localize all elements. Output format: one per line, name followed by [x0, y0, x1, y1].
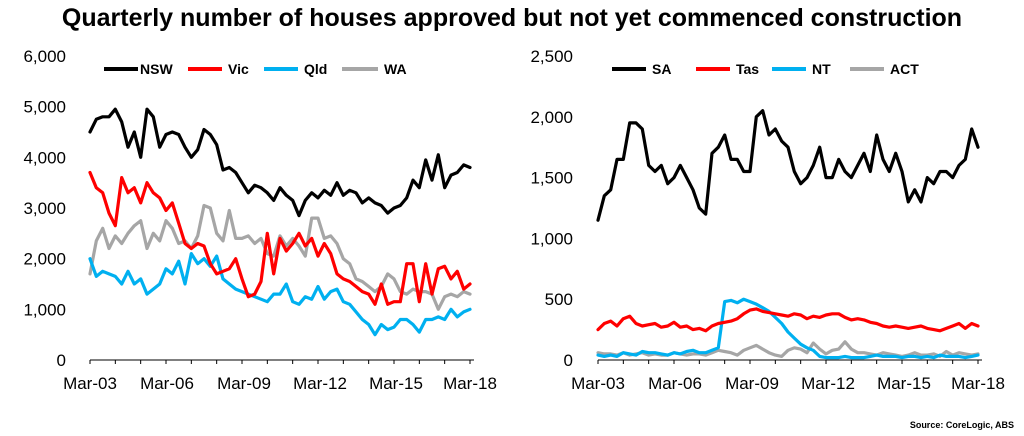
- x-tick-label: Mar-06: [140, 374, 194, 393]
- y-tick-label: 5,000: [23, 98, 66, 117]
- y-tick-label: 1,500: [530, 169, 573, 188]
- x-tick-label: Mar-12: [801, 374, 855, 393]
- x-tick-label: Mar-12: [293, 374, 347, 393]
- series-line-nsw: [88, 107, 472, 218]
- legend-label-sa: SA: [652, 61, 671, 77]
- y-tick-label: 0: [57, 351, 66, 370]
- series-line-vic: [88, 170, 472, 306]
- chart-title: Quarterly number of houses approved but …: [61, 4, 963, 32]
- x-tick-label: Mar-03: [571, 374, 625, 393]
- x-tick-label: Mar-15: [877, 374, 931, 393]
- y-tick-label: 2,000: [23, 250, 66, 269]
- chart-panel-left: 0 1,000 2,000 3,000 4,000 5,000 6,000 Mar-03 Mar…: [23, 47, 496, 393]
- y-tick-label: 1,000: [23, 300, 66, 319]
- x-tick-label: Mar-06: [648, 374, 702, 393]
- legend-label-tas: Tas: [736, 61, 759, 77]
- y-tick-label: 4,000: [23, 148, 66, 167]
- x-tick-label: Mar-09: [217, 374, 271, 393]
- source-note: Source: CoreLogic, ABS: [909, 420, 1014, 430]
- series-line-nt: [596, 297, 980, 360]
- legend-label-nt: NT: [812, 61, 831, 77]
- legend-label-qld: Qld: [304, 61, 327, 77]
- legend-label-vic: Vic: [228, 61, 249, 77]
- x-tick-label: Mar-09: [725, 374, 779, 393]
- x-tick-label: Mar-18: [443, 374, 497, 393]
- y-tick-label: 500: [545, 290, 573, 309]
- legend-label-wa: WA: [384, 61, 407, 77]
- series-line-tas: [596, 307, 980, 333]
- series-line-wa: [88, 203, 472, 311]
- y-tick-label: 2,000: [530, 108, 573, 127]
- y-tick-label: 2,500: [530, 47, 573, 66]
- series-line-qld: [88, 252, 472, 337]
- y-tick-label: 0: [564, 351, 573, 370]
- x-tick-label: Mar-03: [63, 374, 117, 393]
- y-tick-label: 3,000: [23, 199, 66, 218]
- x-tick-label: Mar-15: [369, 374, 423, 393]
- y-tick-label: 1,000: [530, 229, 573, 248]
- legend-label-nsw: NSW: [140, 61, 173, 77]
- x-tick-label: Mar-18: [951, 374, 1005, 393]
- series-line-sa: [596, 109, 980, 222]
- chart-panel-right: 0 500 1,000 1,500 2,000 2,500 Mar-03 Mar-06 Mar-…: [530, 47, 1004, 393]
- legend-label-act: ACT: [890, 61, 919, 77]
- y-tick-label: 6,000: [23, 47, 66, 66]
